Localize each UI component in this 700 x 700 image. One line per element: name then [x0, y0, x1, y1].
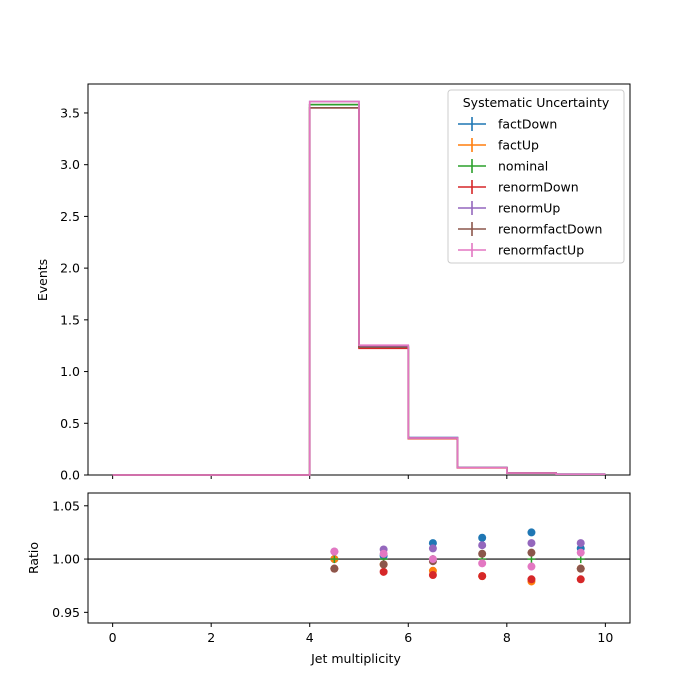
legend-item-factDown: factDown	[458, 117, 557, 132]
ratio-y-tick-label: 1.05	[52, 498, 80, 513]
legend-item-factUp: factUp	[458, 138, 539, 153]
legend-items: factDown factUp nominal renormDown renormUp r…	[458, 117, 602, 258]
ratio-point-renormDown	[478, 572, 487, 581]
ratio-point-renormUp	[527, 539, 536, 548]
legend-item-renormDown: renormDown	[458, 180, 579, 195]
main-panel: 0.0 0.5 1.0 1.5 2.0 2.5 3.0 3.5 Events	[35, 83, 631, 483]
ratio-y-tick-label: 0.95	[52, 605, 80, 620]
main-y-tick-label: 3.5	[60, 105, 80, 120]
main-y-tick-label: 0.0	[60, 468, 80, 483]
legend: Systematic Uncertainty factDown factUp nom…	[447, 89, 625, 264]
ratio-y-tick-label: 1.00	[52, 552, 80, 567]
legend-item-renormfactUp: renormfactUp	[458, 243, 584, 258]
ratio-point-renormfactUp	[379, 549, 388, 558]
main-y-tick-label: 1.0	[60, 364, 80, 379]
histogram-series	[112, 100, 606, 476]
main-y-tick-label: 2.5	[60, 209, 80, 224]
ratio-y-axis-label: Ratio	[26, 542, 41, 574]
legend-box	[447, 89, 625, 264]
ratio-point-renormDown	[527, 575, 536, 584]
ratio-point-renormfactUp	[428, 555, 437, 564]
main-y-tick-label: 2.0	[60, 261, 80, 276]
ratio-point-renormUp	[428, 544, 437, 553]
ratio-x-ticks: 0 2 4 6 8 10	[109, 623, 613, 645]
ratio-point-renormUp	[576, 539, 585, 548]
legend-title: Systematic Uncertainty	[463, 95, 610, 110]
ratio-point-renormDown	[576, 575, 585, 584]
x-tick-label: 8	[503, 630, 511, 645]
ratio-point-renormUp	[478, 541, 487, 550]
ratio-points	[330, 528, 585, 586]
ratio-point-factDown	[527, 528, 536, 537]
main-y-axis-label: Events	[35, 259, 50, 301]
legend-item-nominal: nominal	[458, 159, 548, 174]
main-y-ticks: 0.0 0.5 1.0 1.5 2.0 2.5 3.0 3.5	[60, 105, 88, 483]
main-y-tick-label: 0.5	[60, 416, 80, 431]
legend-item-renormfactDown: renormfactDown	[458, 222, 602, 237]
ratio-point-renormfactDown	[330, 564, 339, 573]
x-tick-label: 0	[109, 630, 117, 645]
legend-label: renormUp	[498, 201, 560, 216]
ratio-point-factDown	[478, 533, 487, 542]
x-tick-label: 2	[207, 630, 215, 645]
ratio-point-renormfactUp	[527, 562, 536, 571]
main-y-tick-label: 1.5	[60, 312, 80, 327]
ratio-point-renormfactUp	[330, 547, 339, 556]
legend-item-renormUp: renormUp	[458, 201, 560, 216]
ratio-point-renormfactDown	[379, 560, 388, 569]
legend-label: renormfactUp	[498, 243, 584, 258]
ratio-point-renormfactUp	[576, 548, 585, 557]
legend-label: nominal	[498, 159, 548, 174]
legend-label: factUp	[498, 138, 539, 153]
x-tick-label: 6	[404, 630, 412, 645]
legend-label: factDown	[498, 117, 557, 132]
ratio-y-ticks: 0.95 1.00 1.05	[52, 498, 88, 620]
ratio-point-renormfactDown	[478, 549, 487, 558]
x-axis-label: Jet multiplicity	[310, 651, 401, 666]
legend-label: renormDown	[498, 180, 579, 195]
ratio-point-renormDown	[428, 571, 437, 580]
legend-label: renormfactDown	[498, 222, 602, 237]
ratio-point-renormfactDown	[527, 548, 536, 557]
x-tick-label: 4	[306, 630, 314, 645]
x-tick-label: 10	[597, 630, 613, 645]
ratio-point-renormfactDown	[576, 564, 585, 573]
ratio-plot-frame	[87, 492, 631, 624]
main-y-tick-label: 3.0	[60, 157, 80, 172]
main-plot-frame	[87, 83, 631, 476]
histogram-renormfactUp	[112, 100, 606, 476]
ratio-point-renormDown	[379, 567, 388, 576]
ratio-point-renormfactUp	[478, 559, 487, 568]
ratio-panel: 0.95 1.00 1.05 0 2 4 6 8 10 Ratio	[26, 492, 631, 645]
